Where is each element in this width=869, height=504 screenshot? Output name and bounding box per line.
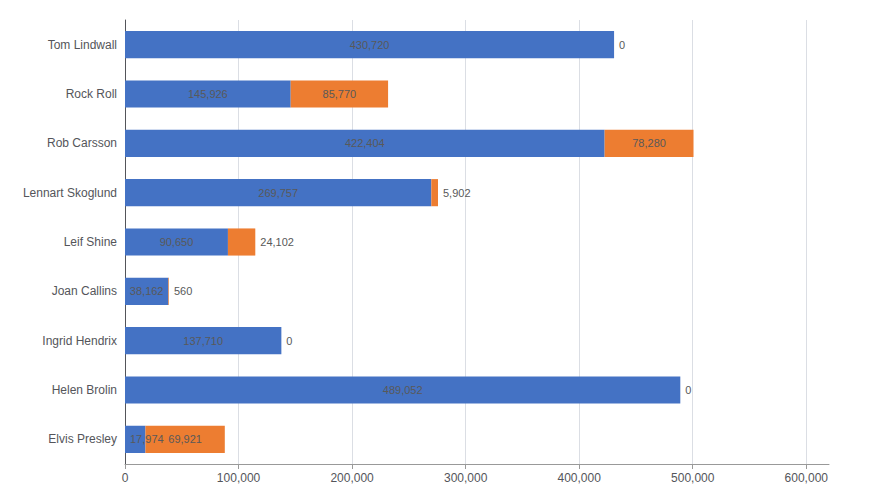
svg-text:Tom Lindwall: Tom Lindwall <box>48 38 117 52</box>
svg-text:Joan Callins: Joan Callins <box>52 284 117 298</box>
svg-text:Rock Roll: Rock Roll <box>66 87 117 101</box>
svg-text:400,000: 400,000 <box>557 471 601 485</box>
svg-text:0: 0 <box>619 39 625 51</box>
svg-text:78,280: 78,280 <box>632 137 666 149</box>
svg-text:38,162: 38,162 <box>130 285 164 297</box>
svg-text:Leif Shine: Leif Shine <box>64 235 118 249</box>
svg-text:17,974: 17,974 <box>130 433 164 445</box>
svg-text:430,720: 430,720 <box>350 39 390 51</box>
svg-text:Elvis Presley: Elvis Presley <box>48 432 117 446</box>
svg-text:200,000: 200,000 <box>330 471 374 485</box>
svg-text:422,404: 422,404 <box>345 137 385 149</box>
svg-text:145,926: 145,926 <box>188 88 228 100</box>
svg-text:Helen Brolin: Helen Brolin <box>52 383 117 397</box>
svg-text:500,000: 500,000 <box>671 471 715 485</box>
svg-text:269,757: 269,757 <box>258 187 298 199</box>
svg-text:489,052: 489,052 <box>383 384 423 396</box>
svg-text:100,000: 100,000 <box>217 471 261 485</box>
svg-text:Rob Carsson: Rob Carsson <box>47 136 117 150</box>
svg-text:137,710: 137,710 <box>183 335 223 347</box>
svg-text:Lennart Skoglund: Lennart Skoglund <box>23 186 117 200</box>
svg-text:69,921: 69,921 <box>168 433 202 445</box>
svg-text:0: 0 <box>122 471 129 485</box>
svg-text:0: 0 <box>286 335 292 347</box>
svg-text:Ingrid Hendrix: Ingrid Hendrix <box>42 334 117 348</box>
svg-text:300,000: 300,000 <box>444 471 488 485</box>
svg-text:24,102: 24,102 <box>260 236 294 248</box>
svg-text:85,770: 85,770 <box>323 88 357 100</box>
svg-text:90,650: 90,650 <box>160 236 194 248</box>
svg-text:600,000: 600,000 <box>785 471 829 485</box>
svg-text:0: 0 <box>685 384 691 396</box>
svg-text:560: 560 <box>174 285 192 297</box>
svg-text:5,902: 5,902 <box>443 187 471 199</box>
